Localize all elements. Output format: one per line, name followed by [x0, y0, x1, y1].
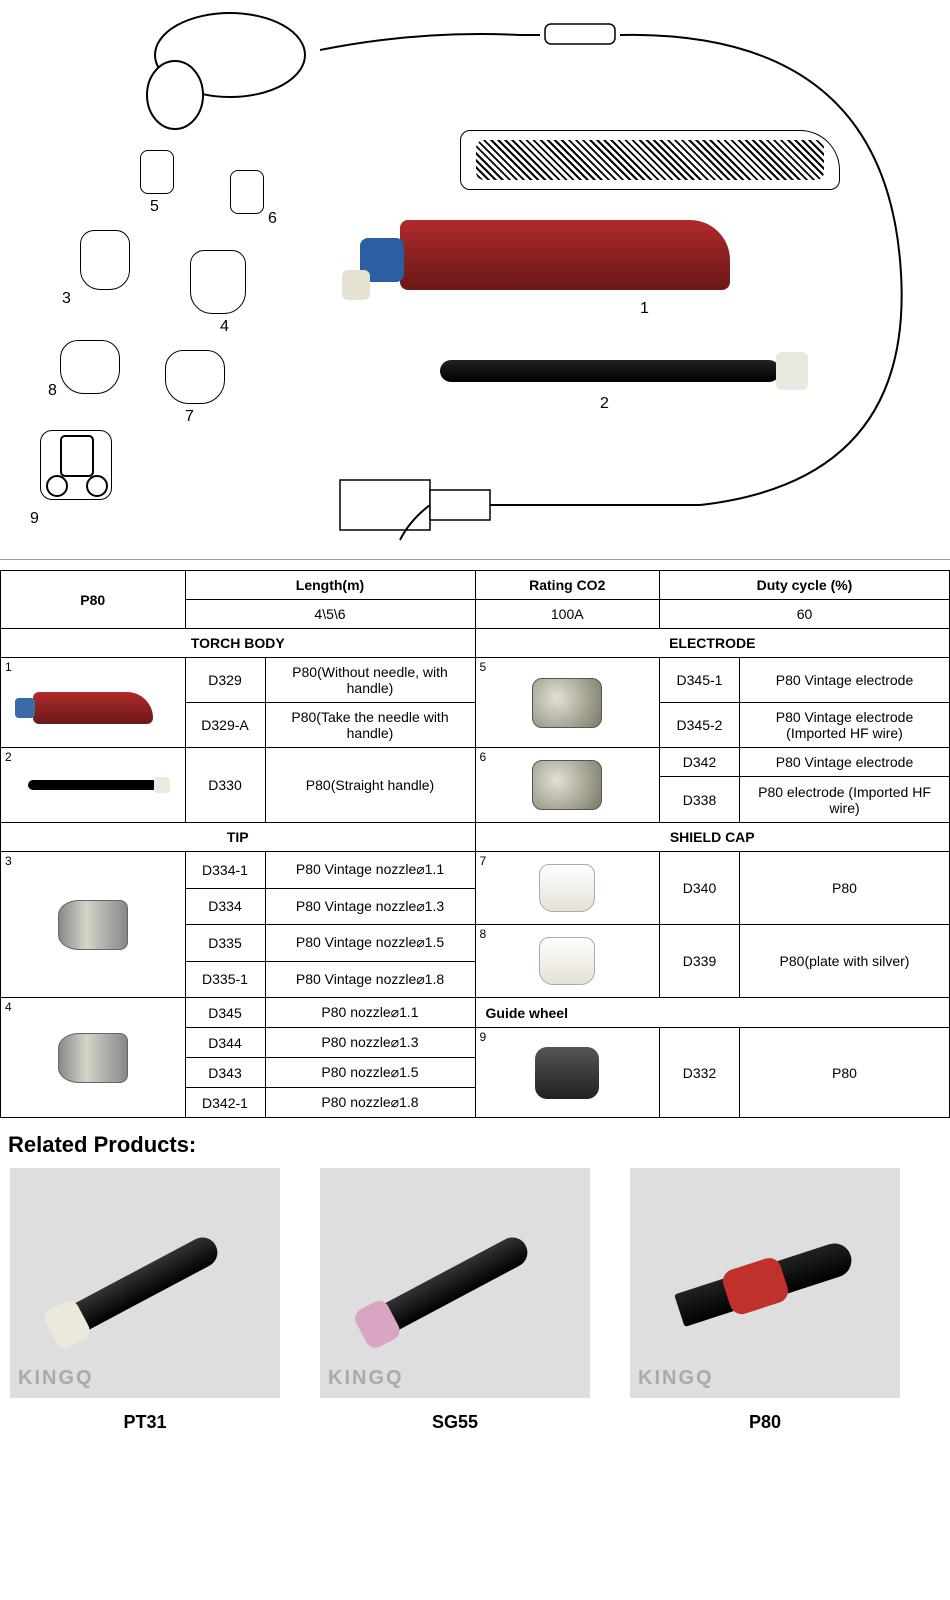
img-tip-4: 4	[1, 998, 186, 1118]
diagram-label-8: 8	[48, 382, 57, 400]
length-header: Length(m)	[185, 571, 475, 600]
related-image-p80: KINGQ	[630, 1168, 900, 1398]
img-cap-8: 8	[475, 925, 660, 998]
desc: P80 Vintage nozzle⌀1.8	[265, 961, 475, 998]
section-shield-cap: SHIELD CAP	[475, 823, 950, 852]
code: D332	[660, 1028, 740, 1118]
rating-value: 100A	[475, 600, 660, 629]
rating-header: Rating CO2	[475, 571, 660, 600]
watermark: KINGQ	[638, 1367, 714, 1390]
desc: P80 Vintage electrode	[740, 748, 950, 777]
related-label-sg55: SG55	[320, 1412, 590, 1433]
diagram-part-7	[165, 350, 225, 404]
code: D338	[660, 777, 740, 823]
code: D340	[660, 852, 740, 925]
code: D342	[660, 748, 740, 777]
diagram-torch-2	[440, 360, 780, 382]
diagram-label-6: 6	[268, 210, 277, 228]
diagram-label-7: 7	[185, 408, 194, 426]
length-value: 4\5\6	[185, 600, 475, 629]
section-tip: TIP	[1, 823, 476, 852]
code: D345	[185, 998, 265, 1028]
desc: P80 Vintage electrode	[740, 658, 950, 703]
spec-table: P80 Length(m) Rating CO2 Duty cycle (%) …	[0, 570, 950, 1118]
diagram-part-3	[80, 230, 130, 290]
diagram-part-8	[60, 340, 120, 394]
diagram-part-6	[230, 170, 264, 214]
diagram-label-4: 4	[220, 318, 229, 336]
diagram-label-2: 2	[600, 395, 609, 413]
desc: P80	[740, 1028, 950, 1118]
related-card-sg55[interactable]: KINGQ SG55	[320, 1168, 590, 1433]
img-tip-3: 3	[1, 852, 186, 998]
exploded-diagram: 1 2 3 4 5 6 7 8 9	[0, 0, 950, 560]
desc: P80(Straight handle)	[265, 748, 475, 823]
diagram-part-5	[140, 150, 174, 194]
related-card-p80[interactable]: KINGQ P80	[630, 1168, 900, 1433]
related-label-p80: P80	[630, 1412, 900, 1433]
code: D345-1	[660, 658, 740, 703]
code: D343	[185, 1058, 265, 1088]
related-card-pt31[interactable]: KINGQ PT31	[10, 1168, 280, 1433]
desc: P80 Vintage electrode (Imported HF wire)	[740, 703, 950, 748]
diagram-label-5: 5	[150, 198, 159, 216]
diagram-part-4	[190, 250, 246, 314]
diagram-label-9: 9	[30, 510, 39, 528]
desc: P80(Without needle, with handle)	[265, 658, 475, 703]
img-electrode-6: 6	[475, 748, 660, 823]
desc: P80 nozzle⌀1.3	[265, 1028, 475, 1058]
desc: P80(Take the needle with handle)	[265, 703, 475, 748]
related-image-pt31: KINGQ	[10, 1168, 280, 1398]
code: D335-1	[185, 961, 265, 998]
code: D339	[660, 925, 740, 998]
code: D330	[185, 748, 265, 823]
img-cap-7: 7	[475, 852, 660, 925]
img-wheel-9: 9	[475, 1028, 660, 1118]
code: D329-A	[185, 703, 265, 748]
section-electrode: ELECTRODE	[475, 629, 950, 658]
diagram-torch-1	[400, 220, 730, 290]
diagram-part-9	[40, 430, 112, 500]
desc: P80	[740, 852, 950, 925]
related-products-row: KINGQ PT31 KINGQ SG55 KINGQ P80	[0, 1168, 950, 1453]
code: D329	[185, 658, 265, 703]
img-torch-1: 1	[1, 658, 186, 748]
code: D334	[185, 888, 265, 925]
desc: P80 electrode (Imported HF wire)	[740, 777, 950, 823]
diagram-label-1: 1	[640, 300, 649, 318]
desc: P80(plate with silver)	[740, 925, 950, 998]
desc: P80 nozzle⌀1.5	[265, 1058, 475, 1088]
related-products-title: Related Products:	[8, 1132, 950, 1158]
section-torch-body: TORCH BODY	[1, 629, 476, 658]
duty-header: Duty cycle (%)	[660, 571, 950, 600]
code: D334-1	[185, 852, 265, 889]
diagram-handle-outline	[460, 130, 840, 190]
model-header: P80	[1, 571, 186, 629]
section-guide-wheel: Guide wheel	[475, 998, 950, 1028]
watermark: KINGQ	[18, 1367, 94, 1390]
code: D345-2	[660, 703, 740, 748]
diagram-label-3: 3	[62, 290, 71, 308]
watermark: KINGQ	[328, 1367, 404, 1390]
desc: P80 nozzle⌀1.1	[265, 998, 475, 1028]
desc: P80 Vintage nozzle⌀1.1	[265, 852, 475, 889]
desc: P80 Vintage nozzle⌀1.3	[265, 888, 475, 925]
code: D335	[185, 925, 265, 962]
desc: P80 nozzle⌀1.8	[265, 1088, 475, 1118]
img-torch-2: 2	[1, 748, 186, 823]
related-label-pt31: PT31	[10, 1412, 280, 1433]
code: D344	[185, 1028, 265, 1058]
img-electrode-5: 5	[475, 658, 660, 748]
code: D342-1	[185, 1088, 265, 1118]
duty-value: 60	[660, 600, 950, 629]
related-image-sg55: KINGQ	[320, 1168, 590, 1398]
desc: P80 Vintage nozzle⌀1.5	[265, 925, 475, 962]
